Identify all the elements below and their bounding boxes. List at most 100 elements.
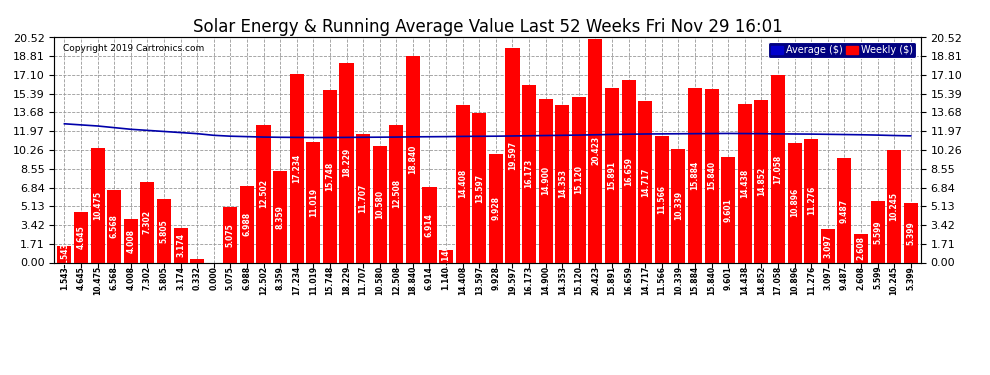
Text: 14.900: 14.900 <box>542 266 550 295</box>
Bar <box>224 207 238 262</box>
Bar <box>439 250 453 262</box>
Text: 6.914: 6.914 <box>425 213 434 237</box>
Text: 10.475: 10.475 <box>93 190 102 220</box>
Text: 20.423: 20.423 <box>591 136 600 165</box>
Text: 1.543: 1.543 <box>60 242 69 266</box>
Text: 13.597: 13.597 <box>475 266 484 295</box>
Text: 16.173: 16.173 <box>525 159 534 189</box>
Text: 10.339: 10.339 <box>674 191 683 220</box>
Text: 8.359: 8.359 <box>275 266 285 290</box>
Bar <box>406 56 420 262</box>
Text: 14.900: 14.900 <box>542 166 550 195</box>
Bar <box>904 203 918 262</box>
Text: 1.140: 1.140 <box>442 244 450 268</box>
Text: 14.852: 14.852 <box>757 266 766 295</box>
Bar <box>539 99 552 262</box>
Text: 14.353: 14.353 <box>557 169 566 198</box>
Bar <box>423 187 437 262</box>
Text: 14.717: 14.717 <box>641 266 649 295</box>
Text: 5.399: 5.399 <box>906 221 915 245</box>
Text: 18.229: 18.229 <box>342 266 351 295</box>
Bar <box>838 159 851 262</box>
Text: 14.408: 14.408 <box>458 266 467 295</box>
Text: 14.438: 14.438 <box>741 169 749 198</box>
Text: 8.359: 8.359 <box>275 205 285 229</box>
Text: 11.276: 11.276 <box>807 266 816 295</box>
Text: 11.019: 11.019 <box>309 266 318 295</box>
Text: 10.896: 10.896 <box>790 188 799 218</box>
Text: 11.566: 11.566 <box>657 266 666 295</box>
Text: 4.008: 4.008 <box>127 266 136 290</box>
Bar <box>340 63 353 262</box>
Text: 15.840: 15.840 <box>707 161 716 190</box>
Text: 7.302: 7.302 <box>143 266 151 290</box>
Text: 16.659: 16.659 <box>624 266 634 295</box>
Text: 15.748: 15.748 <box>326 162 335 191</box>
Bar <box>290 74 304 262</box>
Bar <box>622 80 636 262</box>
Text: 1.543: 1.543 <box>60 266 69 290</box>
Bar <box>605 88 619 262</box>
Text: 12.502: 12.502 <box>259 180 268 209</box>
Text: 14.353: 14.353 <box>557 266 566 295</box>
Text: 9.487: 9.487 <box>840 198 848 222</box>
Text: 3.174: 3.174 <box>176 266 185 290</box>
Text: 15.891: 15.891 <box>608 266 617 295</box>
Bar <box>389 125 403 262</box>
Text: 4.008: 4.008 <box>127 228 136 252</box>
Text: 2.608: 2.608 <box>856 266 865 290</box>
Text: 18.840: 18.840 <box>409 144 418 174</box>
Text: 18.840: 18.840 <box>409 266 418 295</box>
Text: 15.120: 15.120 <box>574 266 583 295</box>
Bar <box>173 228 188 262</box>
Bar <box>671 149 685 262</box>
Text: 14.852: 14.852 <box>757 166 766 196</box>
Text: 4.645: 4.645 <box>76 266 85 290</box>
Text: 10.580: 10.580 <box>375 266 384 295</box>
Text: 7.302: 7.302 <box>143 210 151 234</box>
Bar <box>323 90 337 262</box>
Text: 17.234: 17.234 <box>292 266 301 295</box>
Bar <box>306 142 321 262</box>
Text: 17.058: 17.058 <box>773 266 782 295</box>
Bar <box>74 211 88 262</box>
Text: 6.988: 6.988 <box>243 212 251 236</box>
Bar <box>555 105 569 262</box>
Text: 0.332: 0.332 <box>193 266 202 290</box>
Bar <box>688 88 702 262</box>
Text: 20.423: 20.423 <box>591 266 600 295</box>
Bar <box>141 182 154 262</box>
Text: 5.075: 5.075 <box>226 266 235 290</box>
Text: 10.245: 10.245 <box>890 192 899 221</box>
Bar <box>588 39 603 262</box>
Text: 6.914: 6.914 <box>425 266 434 290</box>
Text: 19.597: 19.597 <box>508 266 517 295</box>
Text: 15.840: 15.840 <box>707 266 716 295</box>
Text: 9.928: 9.928 <box>491 266 500 290</box>
Title: Solar Energy & Running Average Value Last 52 Weeks Fri Nov 29 16:01: Solar Energy & Running Average Value Las… <box>193 18 782 36</box>
Bar <box>107 190 121 262</box>
Text: 5.805: 5.805 <box>159 219 168 243</box>
Text: 13.597: 13.597 <box>475 173 484 202</box>
Text: 4.645: 4.645 <box>76 225 85 249</box>
Text: 14.438: 14.438 <box>741 266 749 295</box>
Text: 16.173: 16.173 <box>525 266 534 295</box>
Text: 15.884: 15.884 <box>690 161 700 190</box>
Text: 0.000: 0.000 <box>209 266 218 290</box>
Bar <box>57 246 71 262</box>
Bar <box>821 228 835 262</box>
Text: 11.276: 11.276 <box>807 186 816 215</box>
Bar <box>124 219 138 262</box>
Text: 5.599: 5.599 <box>873 266 882 290</box>
Bar <box>654 136 669 262</box>
Bar <box>240 186 254 262</box>
Text: 3.174: 3.174 <box>176 233 185 257</box>
Bar <box>372 147 387 262</box>
Text: Copyright 2019 Cartronics.com: Copyright 2019 Cartronics.com <box>63 44 204 53</box>
Bar <box>356 134 370 262</box>
Text: 17.234: 17.234 <box>292 153 301 183</box>
Text: 15.884: 15.884 <box>690 266 700 295</box>
Text: 5.075: 5.075 <box>226 223 235 246</box>
Text: 19.597: 19.597 <box>508 141 517 170</box>
Bar <box>754 100 768 262</box>
